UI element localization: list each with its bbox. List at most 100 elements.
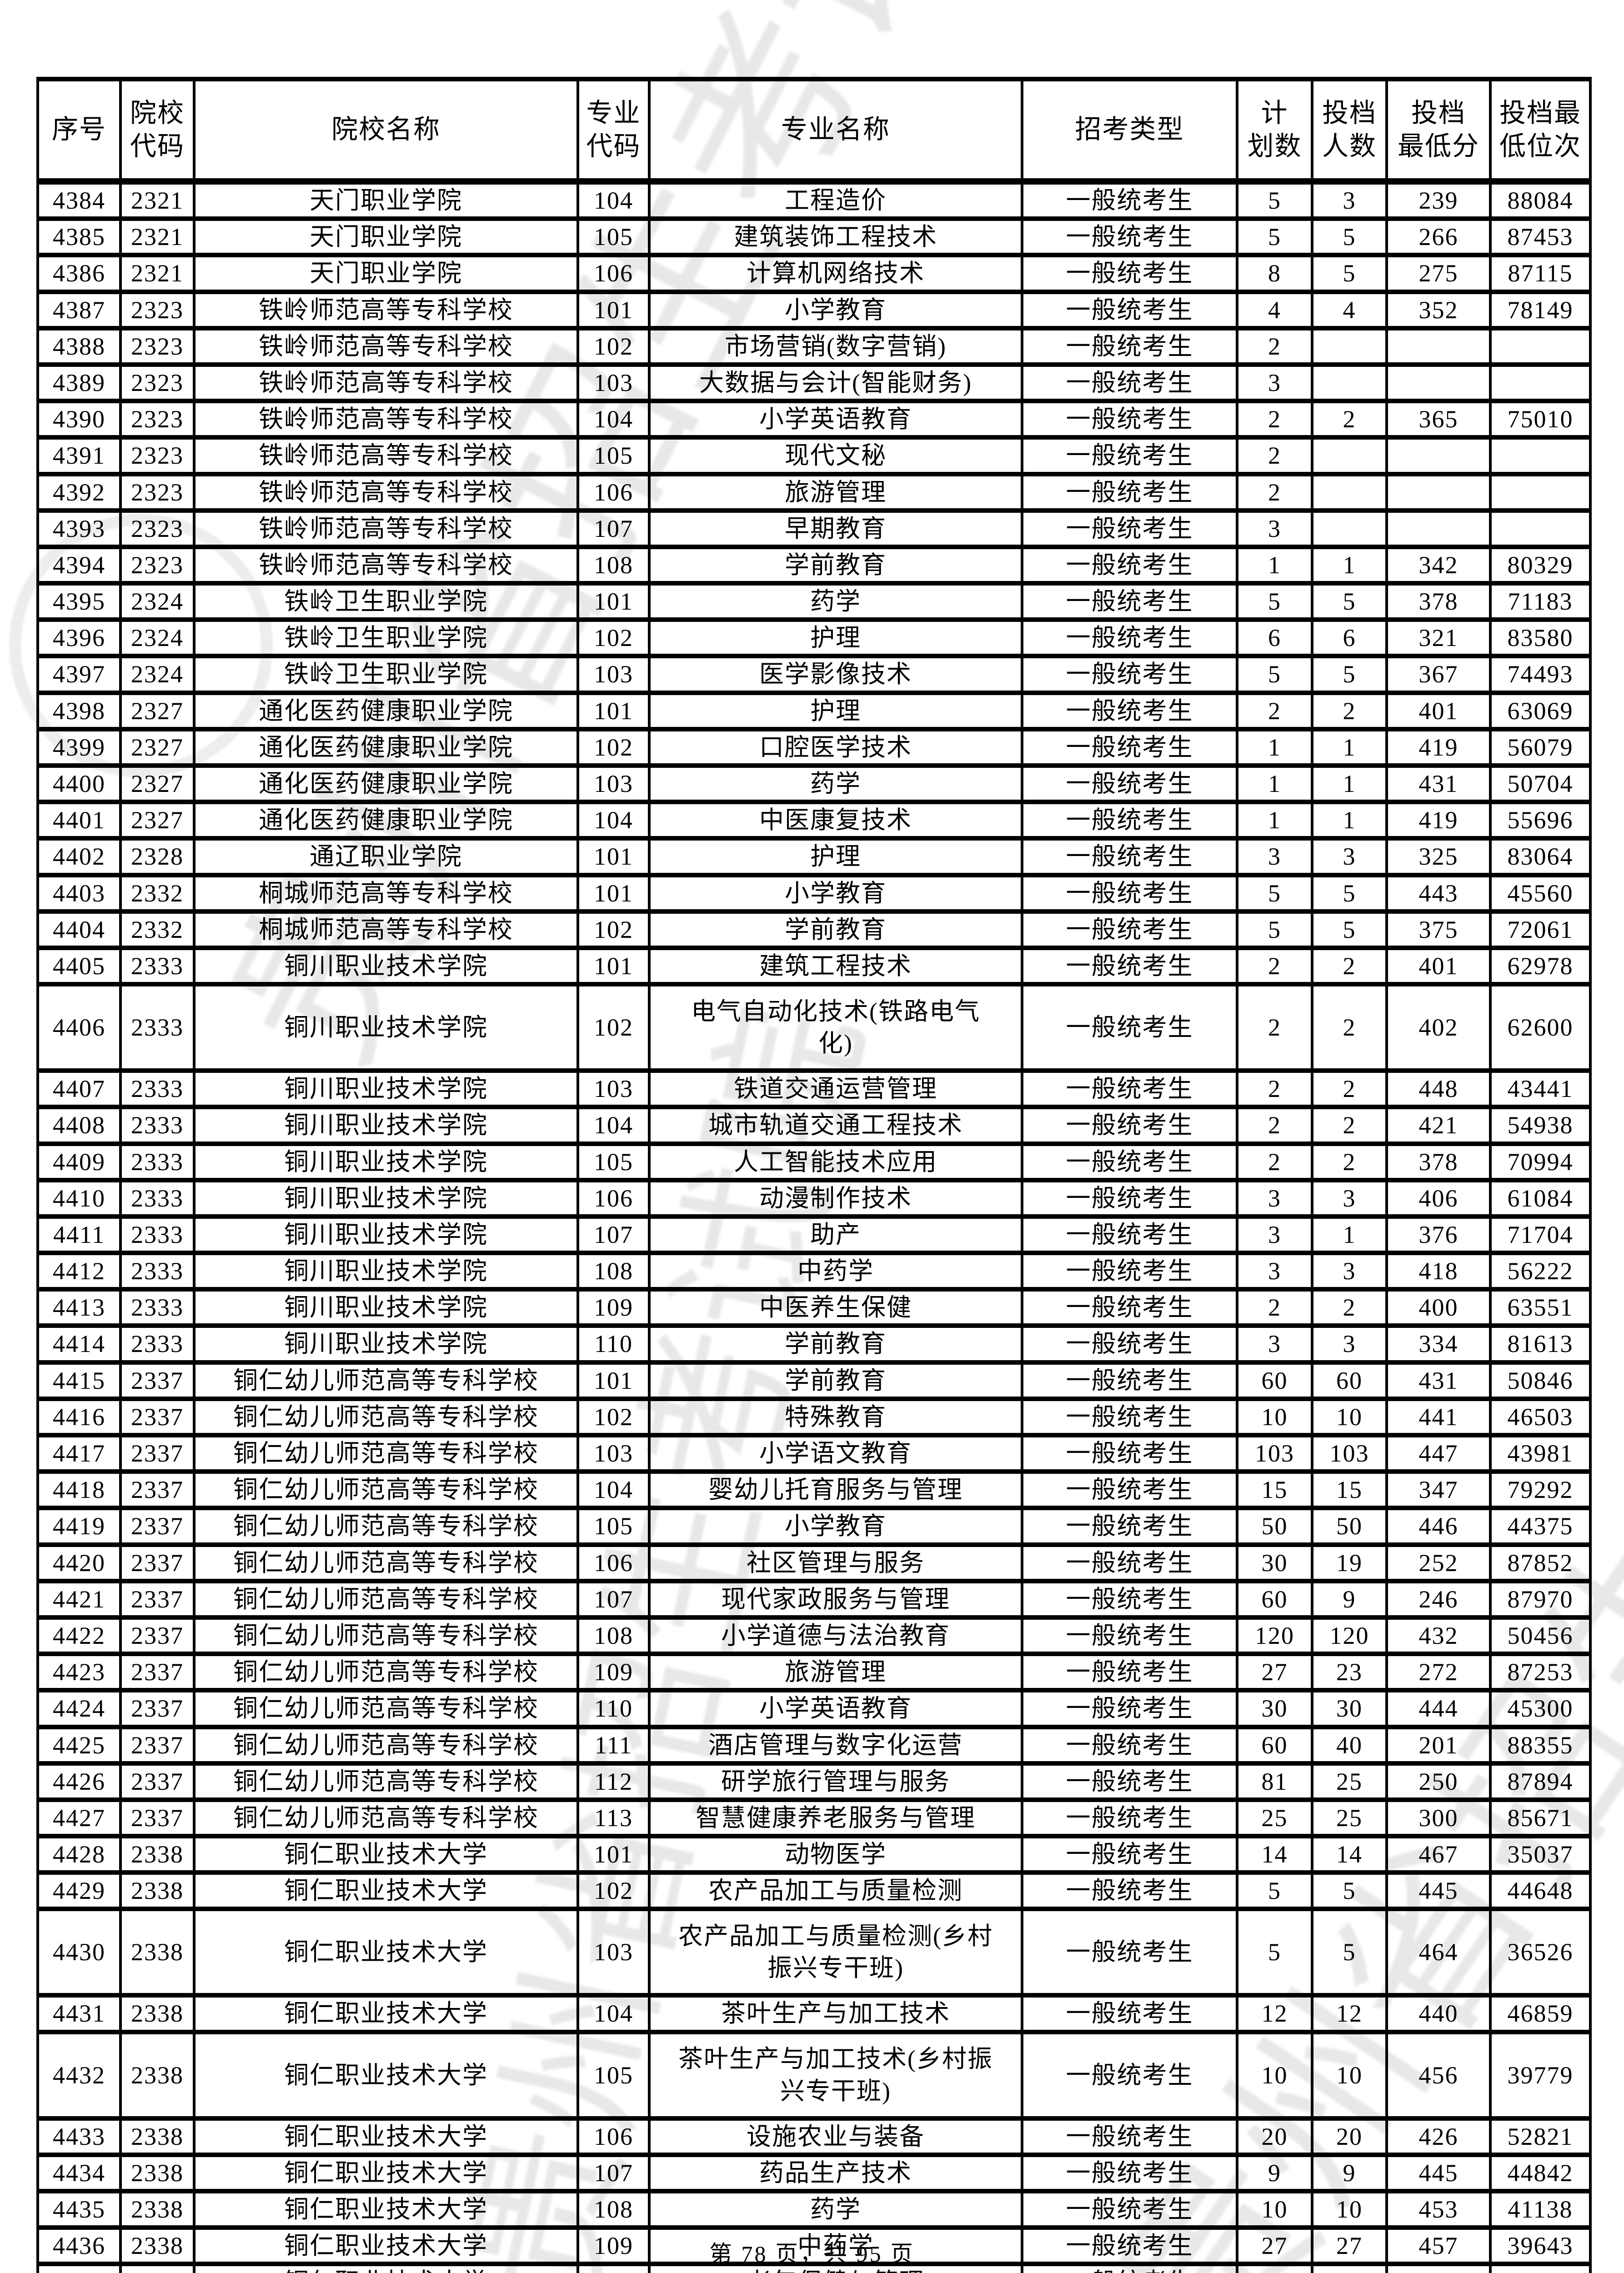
cell-school-code: 2327: [119, 726, 195, 768]
cell-min-rank: 61084: [1489, 1177, 1592, 1219]
cell-filed-count: 3: [1311, 836, 1388, 877]
cell-filed-count: 27: [1311, 2225, 1388, 2267]
table-row: 4396 2324 铁岭卫生职业学院 102 护理 一般统考生 6 6 321 83580: [36, 617, 1592, 659]
cell-min-rank: 87253: [1489, 1652, 1592, 1693]
col-header-plan-count: 计 划数: [1236, 77, 1313, 185]
cell-min-rank: [1489, 508, 1592, 549]
cell-min-rank: 71183: [1489, 581, 1592, 622]
cell-major-code: 102: [576, 1396, 651, 1438]
col-header-exam-type: 招考类型: [1021, 77, 1238, 185]
cell-major-name: 电气自动化技术(铁路电气 化): [648, 982, 1023, 1073]
col-header-school-name: 院校名称: [193, 77, 579, 185]
cell-school-name: 铜川职业技术学院: [193, 1214, 579, 1256]
cell-serial: 4414: [36, 1323, 122, 1365]
cell-major-name: 城市轨道交通工程技术: [648, 1105, 1023, 1146]
cell-exam-type: 一般统考生: [1021, 2225, 1238, 2267]
cell-serial: 4393: [36, 508, 122, 549]
cell-school-code: 2323: [119, 325, 195, 367]
cell-min-rank: 53493: [1489, 2262, 1592, 2273]
cell-min-rank: 78149: [1489, 289, 1592, 330]
table-row: 4405 2333 铜川职业技术学院 101 建筑工程技术 一般统考生 2 2 401 62978: [36, 945, 1592, 987]
cell-min-score: 352: [1385, 289, 1492, 330]
cell-filed-count: 1: [1311, 800, 1388, 841]
cell-exam-type: 一般统考生: [1021, 1068, 1238, 1110]
cell-exam-type: 一般统考生: [1021, 1506, 1238, 1547]
cell-min-rank: [1489, 325, 1592, 367]
cell-school-name: 铜仁幼儿师范高等专科学校: [193, 1506, 579, 1547]
cell-major-code: 104: [576, 800, 651, 841]
cell-major-name: 旅游管理: [648, 1652, 1023, 1693]
cell-school-code: 2323: [119, 435, 195, 476]
cell-serial: 4410: [36, 1177, 122, 1219]
cell-min-score: 347: [1385, 1469, 1492, 1511]
cell-exam-type: 一般统考生: [1021, 763, 1238, 805]
cell-plan-count: 120: [1236, 1615, 1313, 1657]
cell-major-name: 助产: [648, 1214, 1023, 1256]
cell-major-name: 社区管理与服务: [648, 1542, 1023, 1583]
cell-filed-count: 2: [1311, 690, 1388, 731]
cell-school-name: 铜仁职业技术大学: [193, 2262, 579, 2273]
cell-plan-count: 3: [1236, 508, 1313, 549]
cell-major-name: 动漫制作技术: [648, 1177, 1023, 1219]
cell-serial: 4387: [36, 289, 122, 330]
cell-min-rank: 80329: [1489, 544, 1592, 586]
cell-min-rank: 39779: [1489, 2029, 1592, 2121]
cell-min-rank: 39643: [1489, 2225, 1592, 2267]
cell-serial: 4402: [36, 836, 122, 877]
col-header-school-code: 院校 代码: [119, 77, 195, 185]
cell-school-name: 铜仁幼儿师范高等专科学校: [193, 1797, 579, 1839]
cell-school-name: 铜仁幼儿师范高等专科学校: [193, 1761, 579, 1802]
cell-major-name: 护理: [648, 617, 1023, 659]
cell-exam-type: 一般统考生: [1021, 1251, 1238, 1292]
col-header-serial: 序号: [36, 77, 122, 185]
cell-plan-count: 3: [1236, 1323, 1313, 1365]
cell-exam-type: 一般统考生: [1021, 1652, 1238, 1693]
cell-serial: 4398: [36, 690, 122, 731]
cell-filed-count: 5: [1311, 581, 1388, 622]
table-row: 4401 2327 通化医药健康职业学院 104 中医康复技术 一般统考生 1 1 419 556…: [36, 800, 1592, 841]
cell-exam-type: 一般统考生: [1021, 253, 1238, 294]
table-row: 4397 2324 铁岭卫生职业学院 103 医学影像技术 一般统考生 5 5 367 74493: [36, 654, 1592, 695]
table-row: 4430 2338 铜仁职业技术大学 103 农产品加工与质量检测(乡村 振兴专干班) 一…: [36, 1907, 1592, 1998]
cell-major-name: 药学: [648, 763, 1023, 805]
cell-min-rank: 44375: [1489, 1506, 1592, 1547]
cell-min-rank: 72061: [1489, 909, 1592, 950]
cell-serial: 4413: [36, 1287, 122, 1328]
cell-serial: 4396: [36, 617, 122, 659]
cell-plan-count: 2: [1236, 471, 1313, 513]
cell-min-rank: 45560: [1489, 872, 1592, 914]
cell-serial: 4405: [36, 945, 122, 987]
cell-plan-count: 5: [1236, 1907, 1313, 1998]
cell-school-name: 铁岭卫生职业学院: [193, 581, 579, 622]
cell-exam-type: 一般统考生: [1021, 581, 1238, 622]
cell-exam-type: 一般统考生: [1021, 544, 1238, 586]
cell-major-name: 护理: [648, 690, 1023, 731]
cell-school-code: 2333: [119, 1214, 195, 1256]
cell-major-name: 中医养生保健: [648, 1287, 1023, 1328]
cell-serial: 4417: [36, 1432, 122, 1474]
cell-min-rank: 56079: [1489, 726, 1592, 768]
cell-plan-count: 12: [1236, 1993, 1313, 2034]
cell-min-score: 325: [1385, 836, 1492, 877]
cell-filed-count: 25: [1311, 1761, 1388, 1802]
table-row: 4395 2324 铁岭卫生职业学院 101 药学 一般统考生 5 5 378 71183: [36, 581, 1592, 622]
cell-school-name: 铜川职业技术学院: [193, 1068, 579, 1110]
cell-exam-type: 一般统考生: [1021, 1177, 1238, 1219]
cell-school-code: 2338: [119, 2152, 195, 2194]
table-row: 4434 2338 铜仁职业技术大学 107 药品生产技术 一般统考生 9 9 445 44842: [36, 2152, 1592, 2194]
cell-major-name: 药品生产技术: [648, 2152, 1023, 2194]
table-row: 4392 2323 铁岭师范高等专科学校 106 旅游管理 一般统考生 2: [36, 471, 1592, 513]
cell-school-code: 2323: [119, 289, 195, 330]
cell-serial: 4395: [36, 581, 122, 622]
cell-school-name: 桐城师范高等专科学校: [193, 872, 579, 914]
table-row: 4422 2337 铜仁幼儿师范高等专科学校 108 小学道德与法治教育 一般统考生 120…: [36, 1615, 1592, 1657]
cell-major-name: 小学教育: [648, 872, 1023, 914]
cell-min-score: 467: [1385, 1834, 1492, 1875]
cell-filed-count: 3: [1311, 179, 1388, 221]
cell-school-code: 2323: [119, 508, 195, 549]
cell-exam-type: 一般统考生: [1021, 1105, 1238, 1146]
cell-plan-count: 3: [1236, 1177, 1313, 1219]
cell-filed-count: [1311, 362, 1388, 404]
cell-min-rank: 83580: [1489, 617, 1592, 659]
